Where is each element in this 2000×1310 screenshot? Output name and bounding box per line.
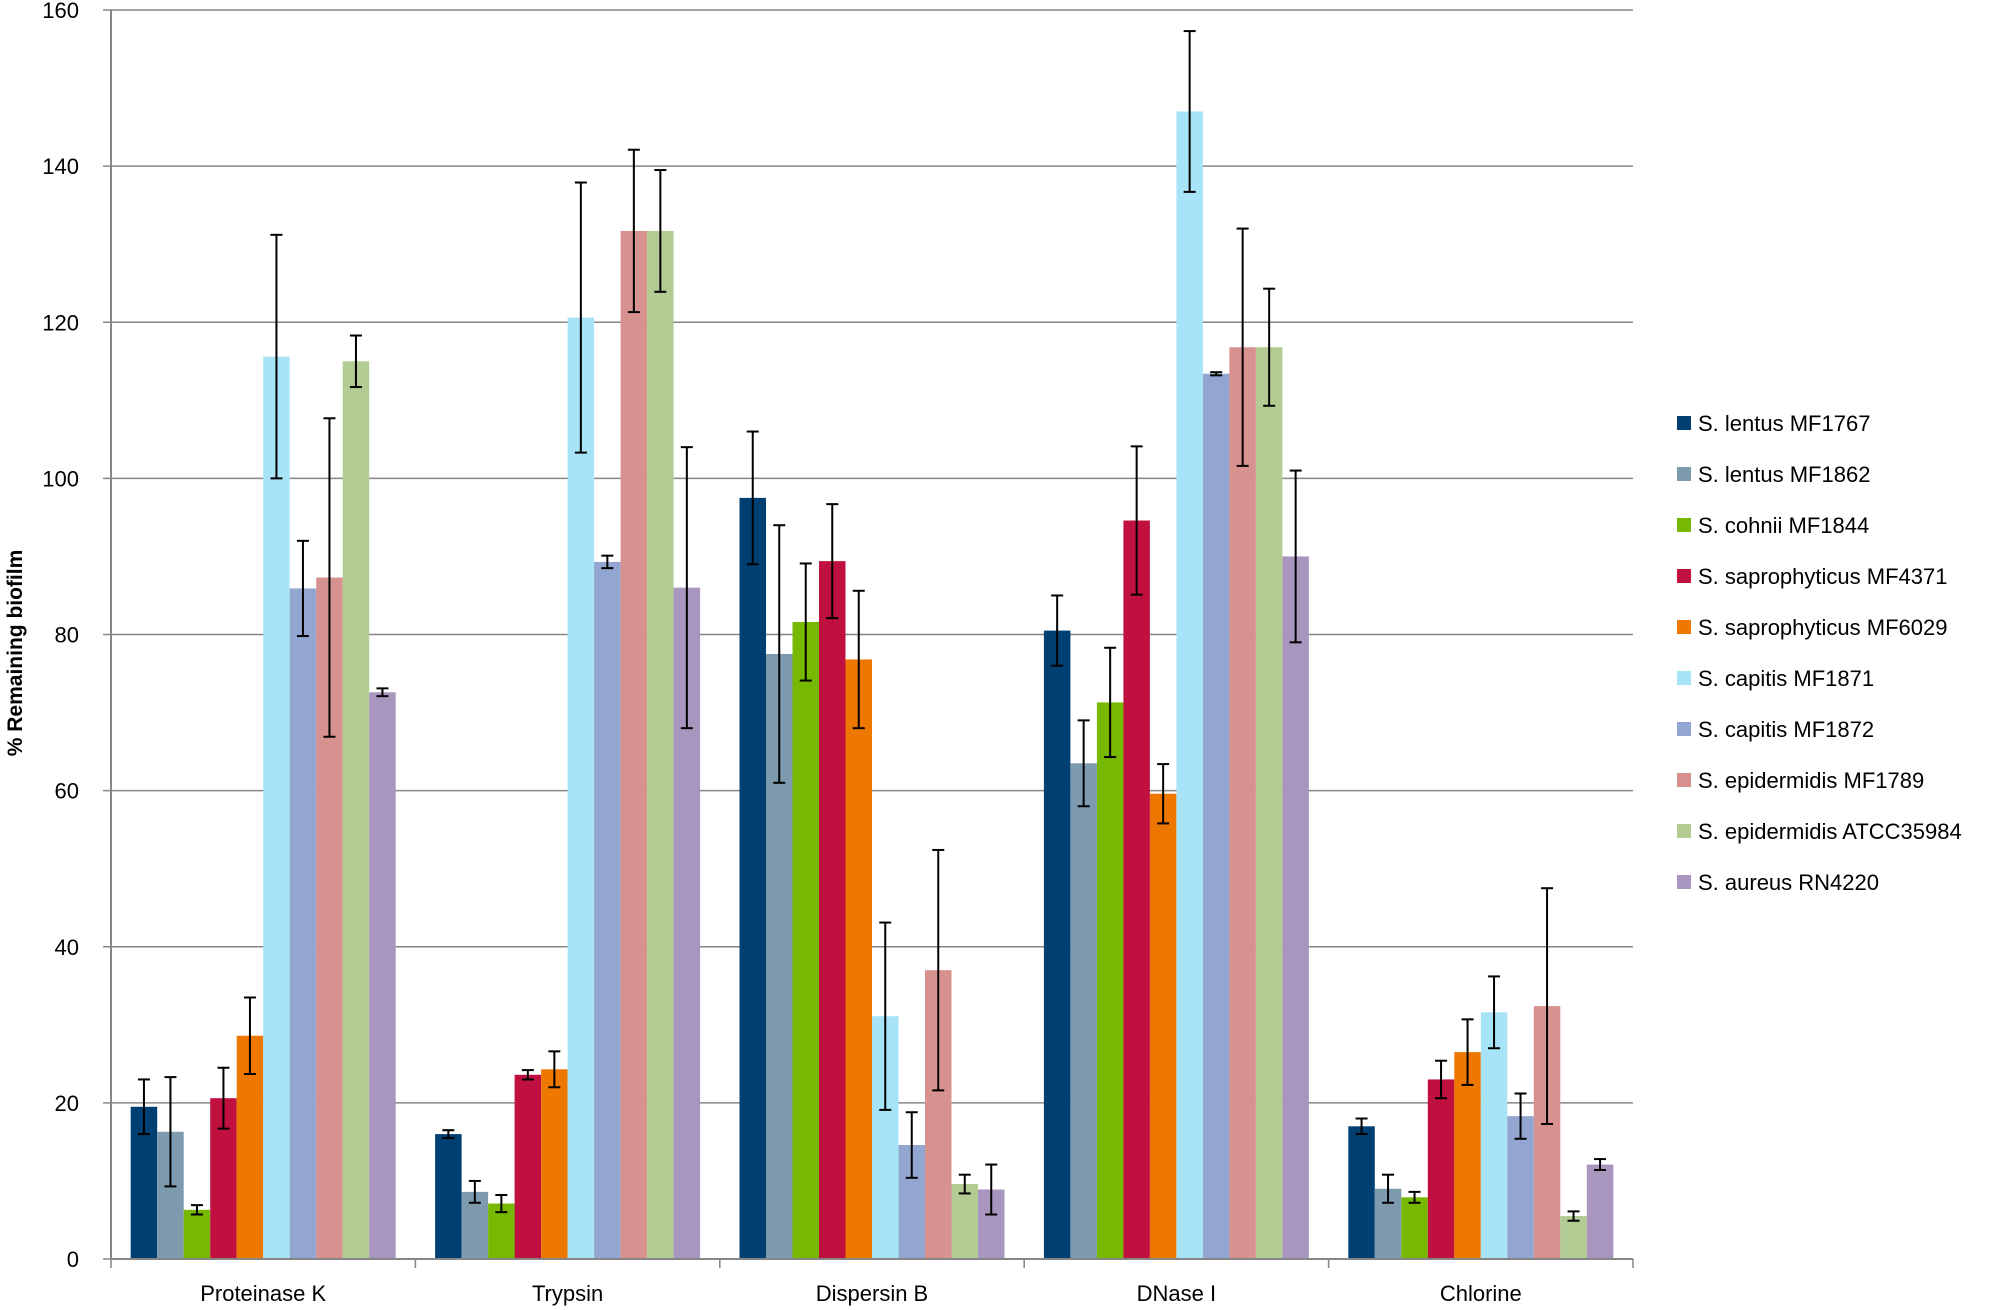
legend-swatch	[1677, 773, 1691, 787]
legend-swatch	[1677, 875, 1691, 889]
x-category-label: DNase I	[1137, 1281, 1216, 1306]
bar	[1348, 1126, 1375, 1259]
legend-swatch	[1677, 722, 1691, 736]
bar	[594, 561, 621, 1259]
x-category-label: Proteinase K	[200, 1281, 326, 1306]
legend-label: S. aureus RN4220	[1698, 870, 1879, 895]
bar	[1255, 347, 1283, 1260]
legend-label: S. epidermidis MF1789	[1698, 768, 1924, 793]
bar	[541, 1069, 568, 1259]
bar	[1507, 1116, 1534, 1259]
x-category-label: Dispersin B	[816, 1281, 928, 1306]
x-category-label: Chlorine	[1440, 1281, 1522, 1306]
legend-swatch	[1677, 416, 1691, 430]
legend-label: S. capitis MF1871	[1698, 666, 1874, 691]
y-tick-label: 60	[55, 779, 79, 804]
bar	[620, 230, 648, 1259]
bar	[1070, 763, 1097, 1259]
bar	[435, 1134, 462, 1259]
legend-swatch	[1677, 824, 1691, 838]
bar	[951, 1184, 978, 1259]
legend-label: S. capitis MF1872	[1698, 717, 1874, 742]
legend-swatch	[1677, 518, 1691, 532]
error-bars	[137, 30, 1607, 1222]
bar	[792, 622, 819, 1259]
bar	[819, 561, 846, 1259]
legend: S. lentus MF1767 S. lentus MF1862 S. cohni…	[1677, 411, 1962, 895]
legend-label: S. epidermidis ATCC35984	[1698, 819, 1962, 844]
y-tick-label: 0	[67, 1247, 79, 1272]
bar	[289, 588, 317, 1259]
legend-swatch	[1677, 569, 1691, 583]
legend-label: S. saprophyticus MF4371	[1698, 564, 1947, 589]
y-tick-label: 40	[55, 935, 79, 960]
bar	[567, 317, 595, 1259]
bar	[1229, 347, 1256, 1260]
bar	[1454, 1052, 1481, 1259]
bar	[1176, 111, 1203, 1260]
bar	[739, 497, 766, 1259]
legend-swatch	[1677, 467, 1691, 481]
bar	[1123, 520, 1150, 1259]
y-tick-label: 20	[55, 1091, 79, 1116]
y-tick-labels: 0 20 40 60 80 100 120 140 160	[42, 0, 111, 1272]
bar	[1202, 373, 1230, 1259]
bar	[1043, 630, 1071, 1259]
bars	[130, 111, 1614, 1260]
bar	[183, 1209, 211, 1259]
bar	[263, 356, 290, 1259]
bar	[1096, 702, 1124, 1259]
x-category-labels: Proteinase K Trypsin Dispersin B DNase I Chl…	[110, 1259, 1634, 1306]
bar	[1480, 1012, 1508, 1259]
bar	[514, 1074, 542, 1259]
bar	[647, 230, 674, 1259]
bar	[369, 692, 396, 1259]
legend-label: S. lentus MF1767	[1698, 411, 1870, 436]
bar	[1149, 793, 1177, 1259]
legend-swatch	[1677, 620, 1691, 634]
bar	[1427, 1079, 1455, 1259]
bar	[1560, 1216, 1587, 1259]
y-axis-label: % Remaining biofilm	[4, 550, 27, 757]
bar	[1282, 556, 1309, 1259]
y-tick-label: 140	[42, 154, 79, 179]
bar	[342, 361, 370, 1259]
legend-label: S. lentus MF1862	[1698, 462, 1870, 487]
bar	[1586, 1164, 1614, 1259]
y-tick-label: 120	[42, 310, 79, 335]
x-category-label: Trypsin	[532, 1281, 603, 1306]
bar	[1401, 1197, 1428, 1259]
y-tick-label: 100	[42, 466, 79, 491]
y-tick-label: 160	[42, 0, 79, 23]
legend-label: S. cohnii MF1844	[1698, 513, 1869, 538]
bar	[845, 659, 872, 1259]
legend-label: S. saprophyticus MF6029	[1698, 615, 1947, 640]
y-tick-label: 80	[55, 623, 79, 648]
legend-swatch	[1677, 671, 1691, 685]
